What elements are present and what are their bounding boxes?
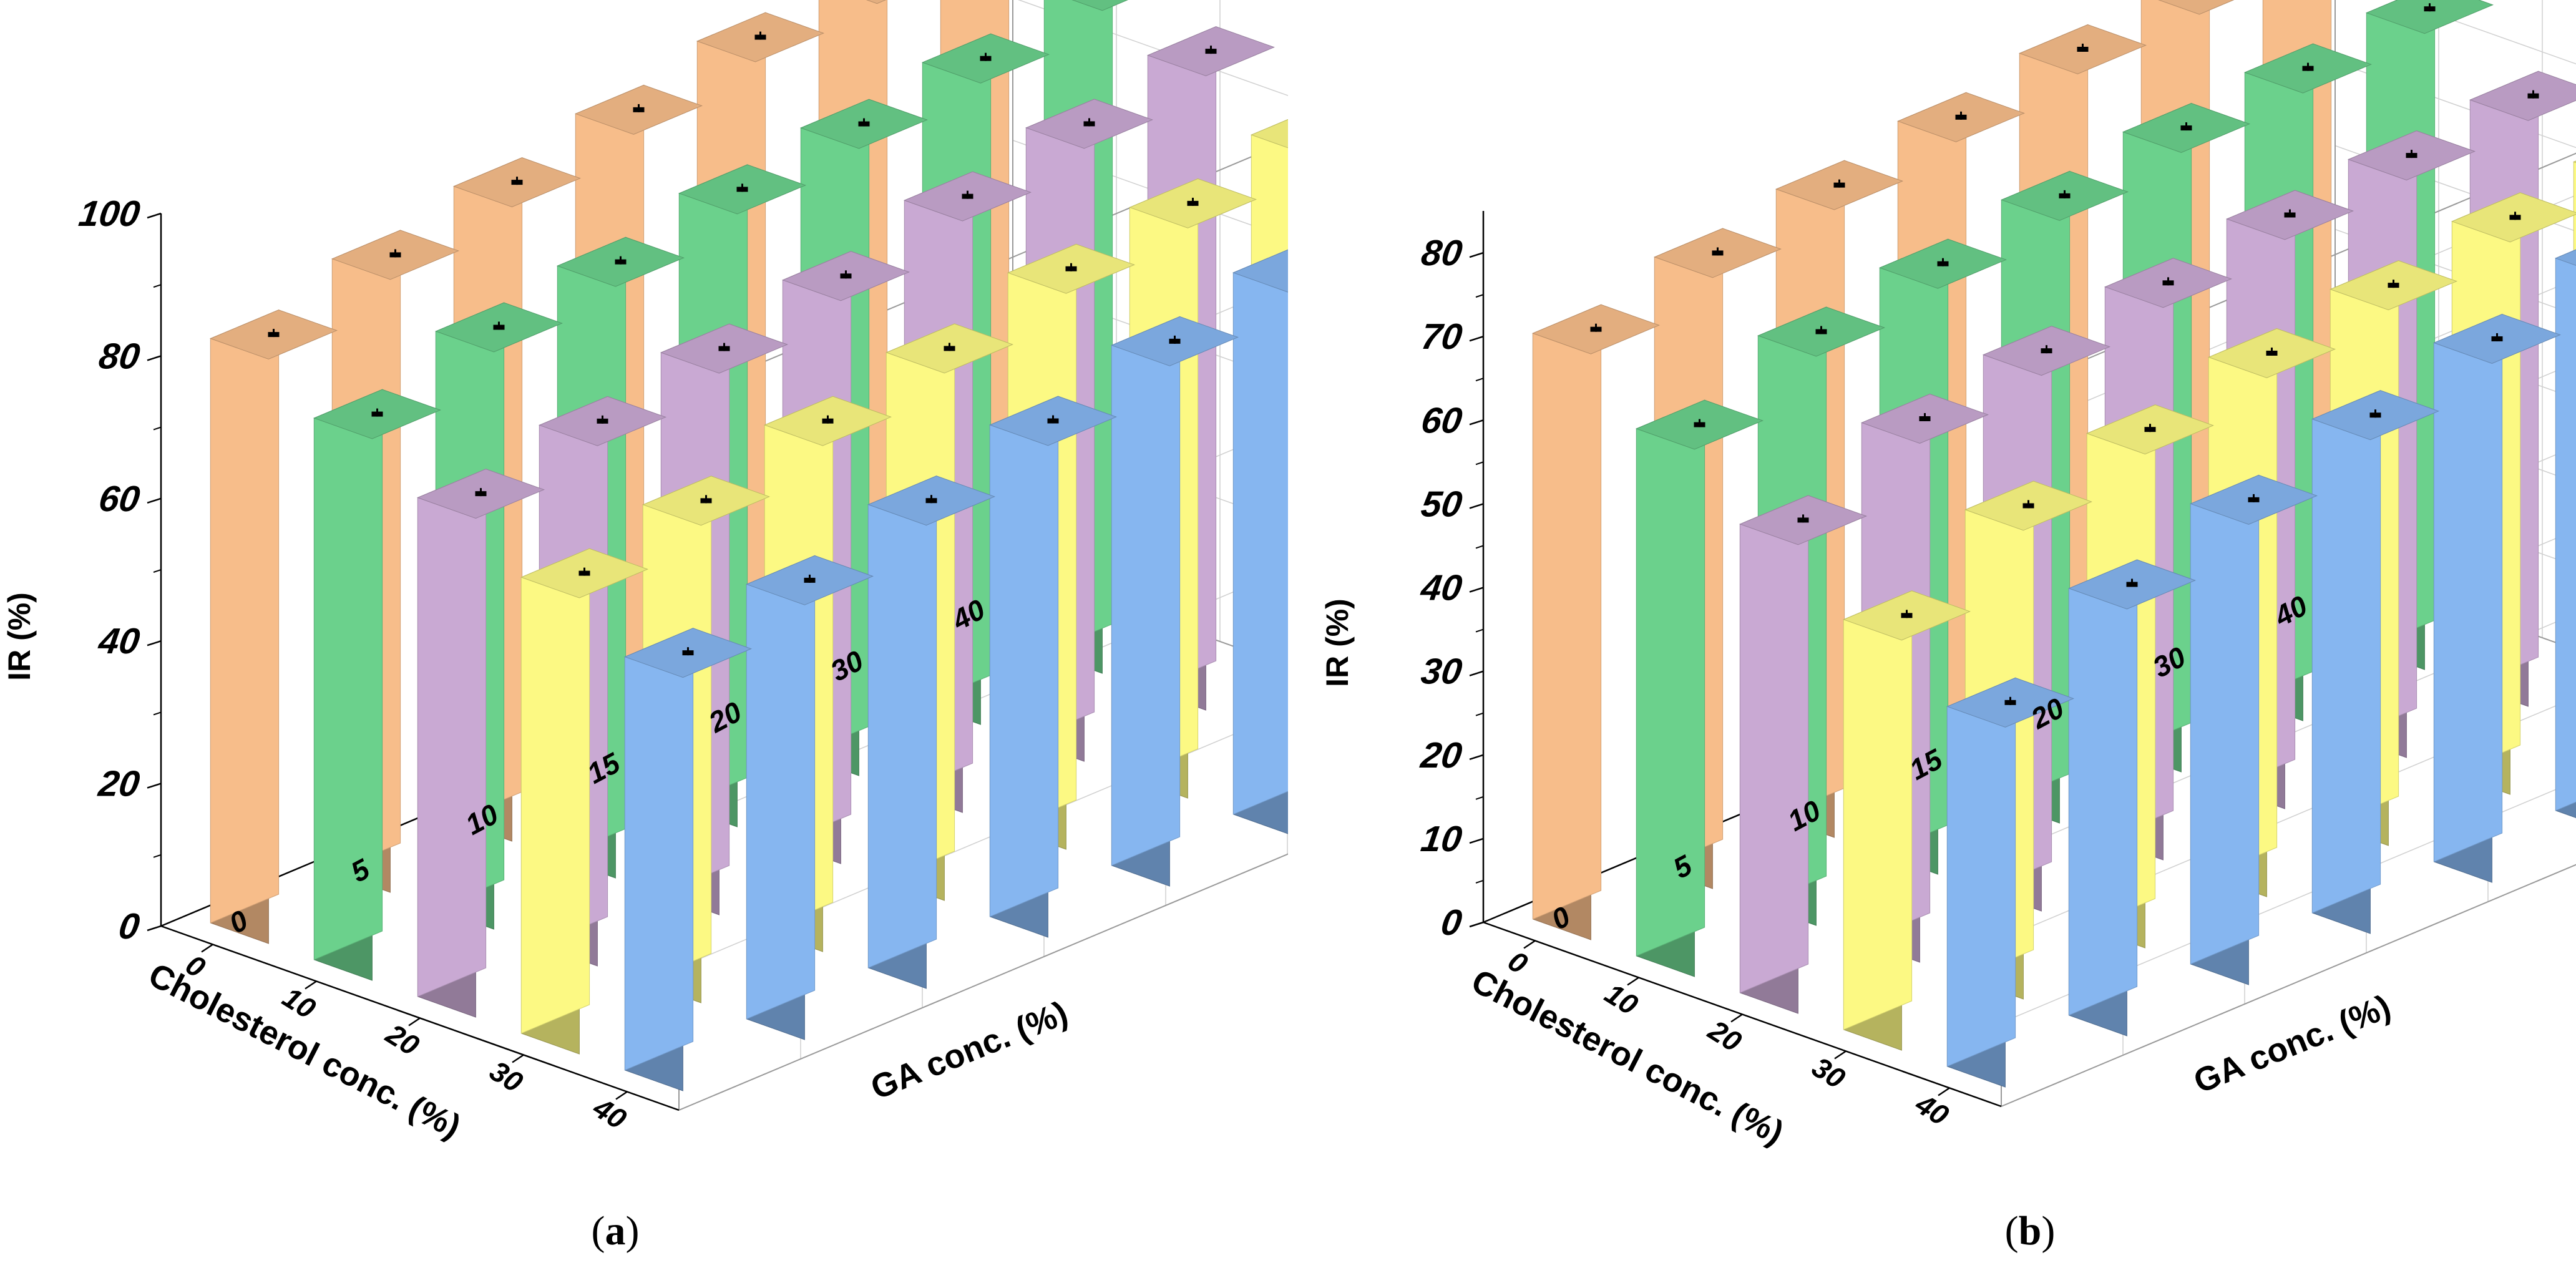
x-tick-label: 20 — [1702, 1013, 1747, 1058]
z-tick — [147, 783, 162, 789]
z-minor-tick — [1475, 545, 1484, 549]
z-minor-tick — [153, 426, 162, 431]
z-tick-label: 20 — [95, 764, 142, 804]
z-tick — [147, 640, 162, 646]
bar-chol-20-ga-0 — [1739, 495, 1867, 1014]
z-minor-tick — [1475, 712, 1484, 716]
bar-chol-40-ga-15 — [989, 396, 1117, 938]
z-tick-label: 80 — [97, 336, 143, 377]
z-tick — [1469, 503, 1484, 509]
x-tick-label: 30 — [1807, 1050, 1851, 1095]
z-tick-label: 40 — [95, 621, 142, 661]
bar-chol-40-ga-0 — [624, 627, 752, 1091]
z-tick-label: 0 — [1438, 902, 1464, 943]
bar-chol-40-ga-10 — [867, 475, 995, 989]
bar-chol-40-ga-30 — [1232, 249, 1288, 834]
z-tick — [1469, 587, 1484, 593]
z-tick — [1469, 419, 1484, 426]
x-tick-label: 20 — [380, 1017, 425, 1062]
z-tick-label: 70 — [1419, 316, 1465, 357]
z-minor-tick — [1475, 461, 1484, 466]
z-minor-tick — [1475, 294, 1484, 298]
bar-chol-40-ga-0 — [1946, 677, 2074, 1088]
z-tick — [1469, 251, 1484, 258]
z-axis-label: IR (%) — [2, 592, 37, 681]
caption-b-letter: b — [2018, 1208, 2042, 1254]
axis-line — [678, 853, 1288, 1111]
caption-b: (b) — [2004, 1208, 2056, 1254]
z-tick — [147, 212, 162, 219]
bar-chol-10-ga-0 — [1636, 399, 1764, 977]
z-minor-tick — [153, 854, 162, 858]
z-tick — [1469, 921, 1484, 928]
bar-chol-0-ga-0 — [210, 309, 338, 944]
bar-chol-40-ga-5 — [2068, 559, 2196, 1037]
z-minor-tick — [1475, 628, 1484, 633]
z-tick-label: 60 — [1419, 401, 1465, 441]
z-axis-label: IR (%) — [1320, 598, 1355, 687]
z-tick-label: 20 — [1418, 735, 1465, 776]
x-tick — [1730, 1013, 1743, 1023]
bar-chol-30-ga-0 — [1843, 590, 1971, 1051]
bar-chol-40-ga-30 — [2555, 249, 2576, 819]
x-tick — [305, 980, 317, 990]
z-minor-tick — [1475, 879, 1484, 884]
z-tick-label: 10 — [1418, 819, 1465, 859]
z-tick-label: 80 — [1419, 233, 1465, 273]
bars — [210, 0, 1288, 1091]
z-tick — [147, 497, 162, 504]
z-tick — [1469, 335, 1484, 342]
axis-line — [2001, 864, 2576, 1107]
x-tick — [1938, 1087, 1950, 1096]
z-tick — [1469, 670, 1484, 676]
bar-chol-40-ga-10 — [2190, 474, 2318, 985]
z-tick — [147, 355, 162, 361]
z-tick-label: 30 — [1418, 651, 1465, 692]
caption-a: (a) — [591, 1208, 640, 1254]
z-minor-tick — [1475, 796, 1484, 800]
bars — [1532, 0, 2576, 1088]
x-tick — [408, 1017, 421, 1027]
chart-panel-a: 0 20 40 60 80 100 IR (%) 0 10 20 30 40 Cholesterol c… — [2, 0, 1288, 1254]
caption-a-letter: a — [605, 1208, 626, 1254]
bar-chol-10-ga-0 — [313, 389, 441, 981]
x-tick — [1523, 940, 1536, 949]
x-tick — [201, 944, 213, 953]
x-tick-label: 30 — [484, 1054, 529, 1098]
y-axis-label: GA conc. (%) — [866, 994, 1073, 1107]
y-axis-label: GA conc. (%) — [2188, 988, 2396, 1101]
z-tick — [1469, 837, 1484, 844]
bar-chol-40-ga-20 — [2433, 313, 2561, 883]
grid-line — [2001, 780, 2576, 1023]
z-minor-tick — [1475, 378, 1484, 382]
x-tick-label: 40 — [587, 1091, 632, 1136]
z-tick-label: 60 — [96, 479, 142, 519]
x-tick — [1627, 977, 1639, 986]
x-tick-label: 40 — [1910, 1087, 1954, 1132]
bar-chol-40-ga-20 — [1111, 316, 1239, 887]
z-tick-label: 0 — [116, 906, 142, 947]
bar-chol-40-ga-15 — [2311, 389, 2439, 934]
bar-chol-30-ga-0 — [520, 548, 648, 1055]
z-tick — [1469, 754, 1484, 760]
x-tick-label: 10 — [1599, 977, 1644, 1021]
bar-chol-20-ga-0 — [417, 468, 545, 1018]
x-tick — [1834, 1050, 1847, 1060]
bar-chol-40-ga-5 — [746, 555, 874, 1040]
z-tick-label: 50 — [1418, 484, 1465, 525]
bar-chol-0-ga-0 — [1532, 304, 1660, 940]
z-minor-tick — [153, 569, 162, 573]
x-tick — [615, 1091, 628, 1100]
z-tick-label: 40 — [1418, 568, 1465, 608]
chart-panel-b: 0 10 20 30 40 50 60 70 80 IR (%) 0 10 20 30 40 Choleste… — [1288, 0, 2576, 1278]
z-minor-tick — [153, 711, 162, 716]
z-minor-tick — [153, 284, 162, 288]
z-tick-label: 100 — [76, 193, 142, 234]
x-tick — [512, 1054, 524, 1063]
x-tick-label: 10 — [277, 980, 321, 1025]
z-tick — [147, 925, 162, 932]
